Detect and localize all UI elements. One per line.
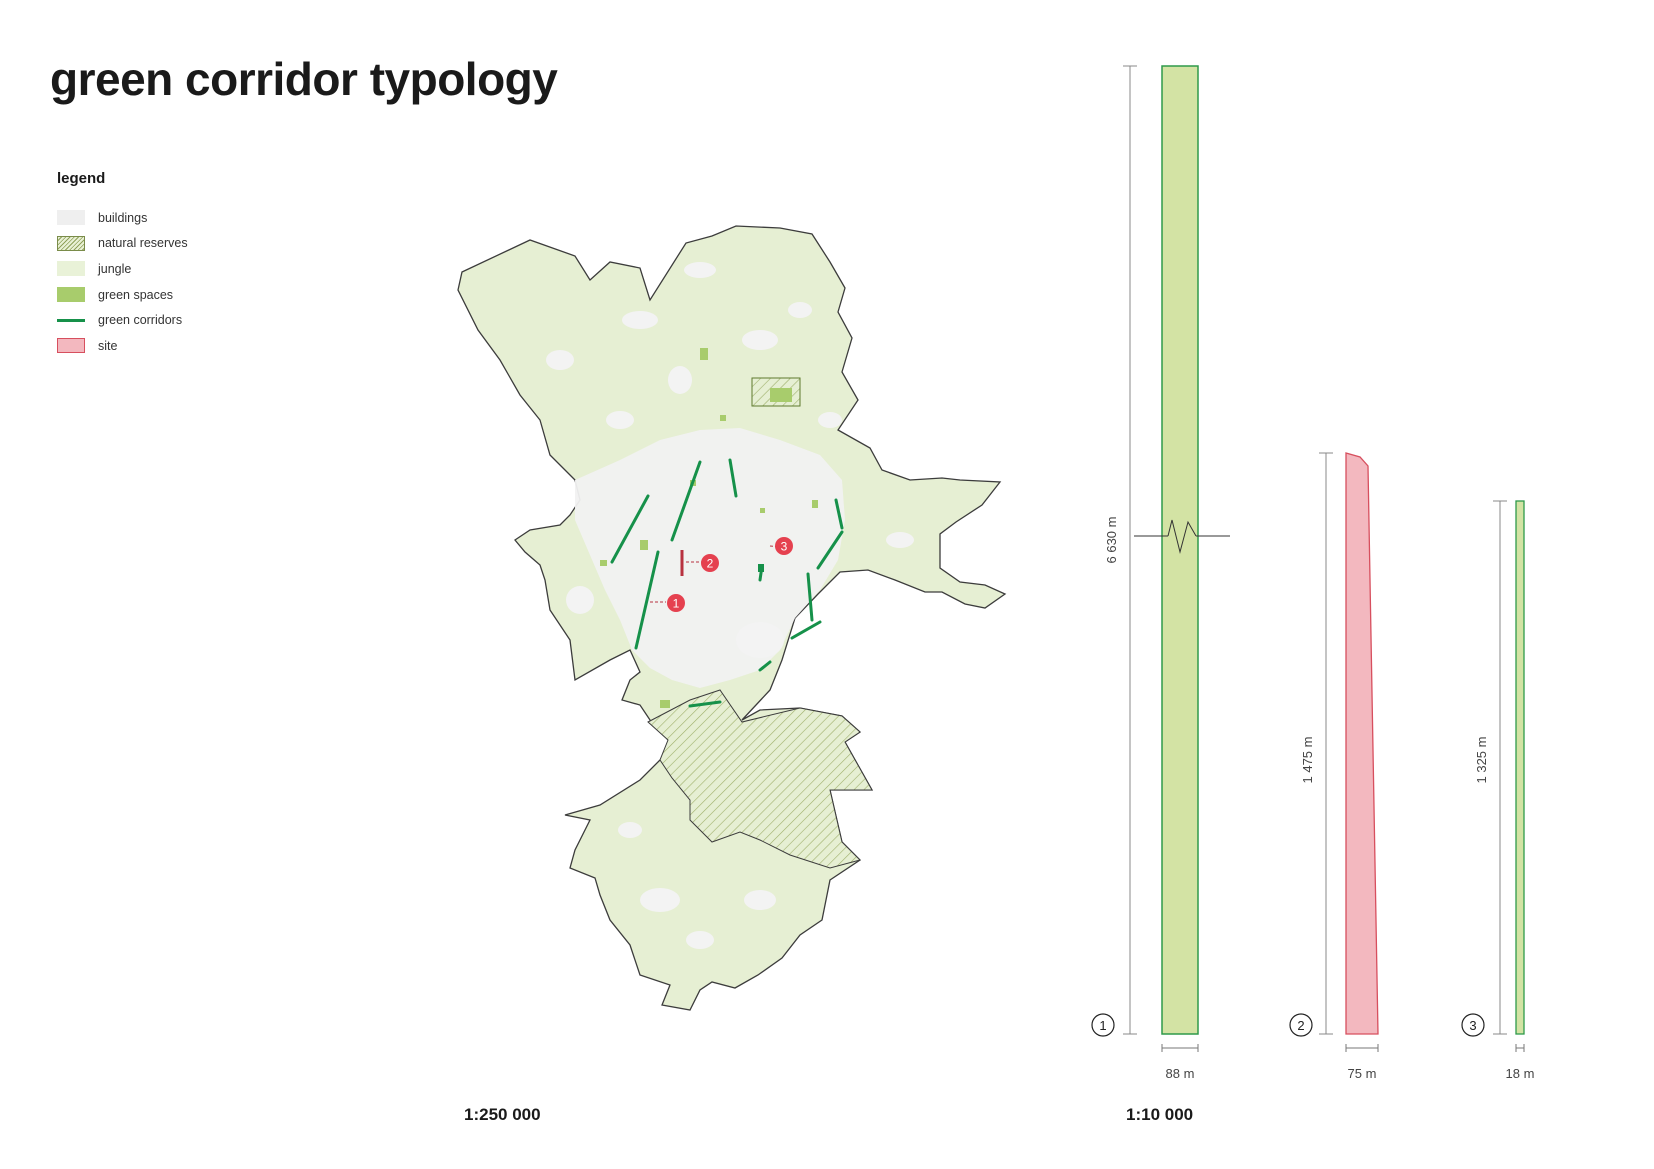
- green-corridor: [728, 458, 738, 498]
- green-corridor: [670, 460, 702, 542]
- green-corridor: [834, 498, 844, 530]
- legend: legend buildings natural reserves jungle…: [57, 170, 188, 359]
- natural-reserves-swatch: [57, 235, 85, 251]
- green-corridor: [610, 494, 650, 564]
- legend-label: jungle: [98, 261, 132, 276]
- profile-2-badge: [1289, 1013, 1313, 1037]
- profile-1: 6 630 m 88 m 1: [1091, 65, 1230, 1081]
- profile-2-length: 1 475 m: [1300, 737, 1315, 784]
- profile-2-bar: [1345, 452, 1379, 1035]
- green-spaces-swatch: [57, 287, 85, 303]
- legend-label: site: [98, 338, 118, 353]
- legend-label: green spaces: [98, 287, 174, 302]
- green-corridors: [610, 458, 844, 708]
- svg-text:1: 1: [1099, 1018, 1106, 1033]
- profile-2: 1 475 m 75 m 2: [1289, 452, 1379, 1081]
- legend-title: legend: [57, 170, 106, 187]
- profile-1-width: 88 m: [1166, 1066, 1195, 1081]
- legend-item-natural-reserves: natural reserves: [57, 231, 188, 257]
- jungle-swatch: [57, 261, 85, 277]
- green-space-plaza: [758, 564, 764, 572]
- green-corridor: [816, 530, 844, 570]
- marker-1[interactable]: 1: [667, 594, 685, 612]
- building-patches: [546, 262, 914, 949]
- green-corridor: [806, 572, 814, 622]
- profile-1-badge: [1091, 1013, 1115, 1037]
- profile-3: 1 325 m 18 m 3: [1461, 500, 1535, 1081]
- profile-3-badge: [1461, 1013, 1485, 1037]
- legend-item-green-spaces: green spaces: [57, 282, 188, 308]
- svg-text:3: 3: [1469, 1018, 1476, 1033]
- page-title: green corridor typology: [50, 53, 558, 105]
- profile-3-bar: [1515, 500, 1525, 1035]
- legend-label: buildings: [98, 210, 148, 225]
- buildings-swatch: [57, 210, 85, 226]
- profile-scale: 1:10 000: [1126, 1105, 1194, 1124]
- site-swatch: [57, 338, 85, 354]
- legend-item-buildings: buildings: [57, 205, 188, 231]
- green-corridor: [790, 620, 822, 640]
- profile-3-length: 1 325 m: [1474, 737, 1489, 784]
- profile-3-width: 18 m: [1506, 1066, 1535, 1081]
- map-markers: 2 1 3: [650, 537, 793, 612]
- legend-label: natural reserves: [98, 236, 188, 251]
- marker-2[interactable]: 2: [701, 554, 719, 572]
- natural-reserve: [647, 689, 873, 869]
- green-corridor: [634, 550, 660, 650]
- profile-2-width: 75 m: [1348, 1066, 1377, 1081]
- profile-1-length: 6 630 m: [1104, 517, 1119, 564]
- svg-text:2: 2: [707, 557, 714, 571]
- legend-item-green-corridors: green corridors: [57, 307, 188, 333]
- legend-item-site: site: [57, 333, 188, 359]
- marker-3[interactable]: 3: [775, 537, 793, 555]
- legend-label: green corridors: [98, 313, 183, 328]
- green-corridor: [758, 660, 772, 672]
- svg-text:1: 1: [673, 597, 680, 611]
- svg-text:2: 2: [1297, 1018, 1304, 1033]
- green-corridors-swatch: [57, 318, 85, 322]
- map-scale: 1:250 000: [464, 1105, 541, 1124]
- green-corridor: [688, 700, 722, 708]
- svg-text:3: 3: [781, 540, 788, 554]
- legend-item-jungle: jungle: [57, 256, 188, 282]
